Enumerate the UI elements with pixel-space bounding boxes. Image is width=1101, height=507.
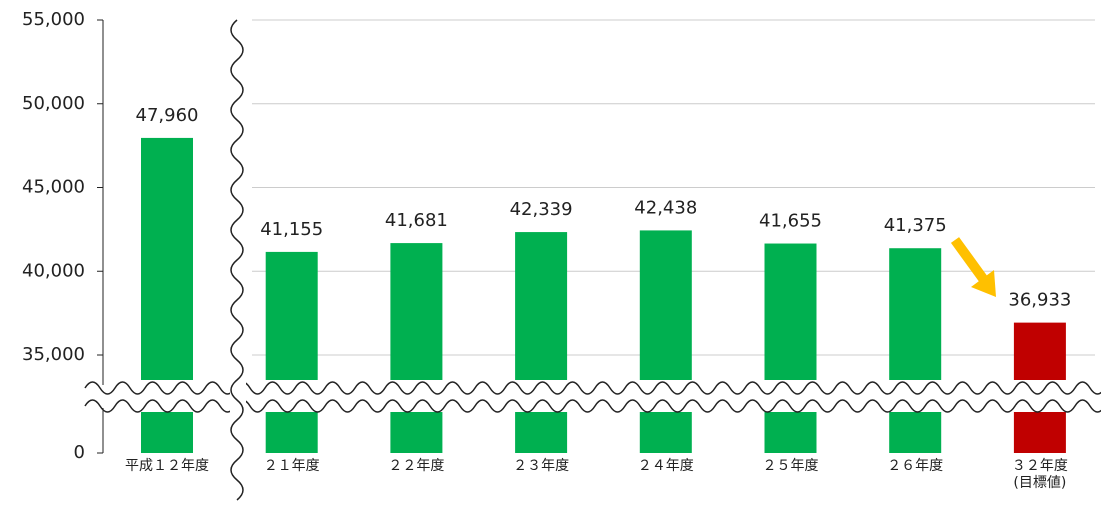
arrow-head — [971, 270, 996, 297]
arrow-shaft — [950, 237, 989, 283]
value-label: 41,155 — [260, 219, 323, 240]
bar — [515, 232, 568, 380]
bar — [265, 251, 318, 380]
bar-stub — [889, 412, 942, 453]
y-tick-label: 45,000 — [22, 177, 85, 198]
y-tick-label: 35,000 — [22, 344, 85, 365]
bar — [390, 243, 443, 380]
bar — [639, 230, 692, 380]
x-tick-label: ２４年度 — [637, 458, 694, 474]
bar — [889, 248, 942, 380]
value-label: 41,681 — [385, 210, 448, 231]
value-label: 42,438 — [634, 197, 697, 218]
break-line — [84, 381, 1101, 395]
y-tick-label: 55,000 — [22, 9, 85, 30]
x-tick-label: ２５年度 — [762, 458, 819, 474]
bar — [1013, 322, 1066, 380]
vertical-break-band — [230, 20, 246, 470]
value-label: 41,655 — [759, 211, 822, 232]
x-tick-label: ２３年度 — [513, 458, 570, 474]
x-tick-label: 平成１２年度 — [125, 458, 209, 474]
x-tick-label: ３２年度 (目標値) — [1011, 458, 1068, 491]
bar — [764, 243, 817, 380]
x-tick-label: ２６年度 — [887, 458, 944, 474]
bar-stub — [515, 412, 568, 453]
bar-stub — [141, 412, 193, 453]
value-label: 42,339 — [510, 199, 573, 220]
vertical-break-line — [230, 19, 244, 501]
bar-stub — [639, 412, 692, 453]
y-tick-label: 50,000 — [22, 93, 85, 114]
bar-stub — [390, 412, 443, 453]
bar-stub — [764, 412, 817, 453]
bar-stub — [1013, 412, 1066, 453]
value-label: 47,960 — [136, 105, 199, 126]
value-label: 41,375 — [884, 215, 947, 236]
bar-stub — [265, 412, 318, 453]
break-line — [84, 399, 1101, 413]
y-tick-label: 0 — [74, 442, 85, 463]
y-tick-label: 40,000 — [22, 260, 85, 281]
x-tick-label: ２１年度 — [263, 458, 320, 474]
bar — [141, 137, 193, 380]
x-tick-label: ２２年度 — [388, 458, 445, 474]
value-label: 36,933 — [1008, 290, 1071, 311]
